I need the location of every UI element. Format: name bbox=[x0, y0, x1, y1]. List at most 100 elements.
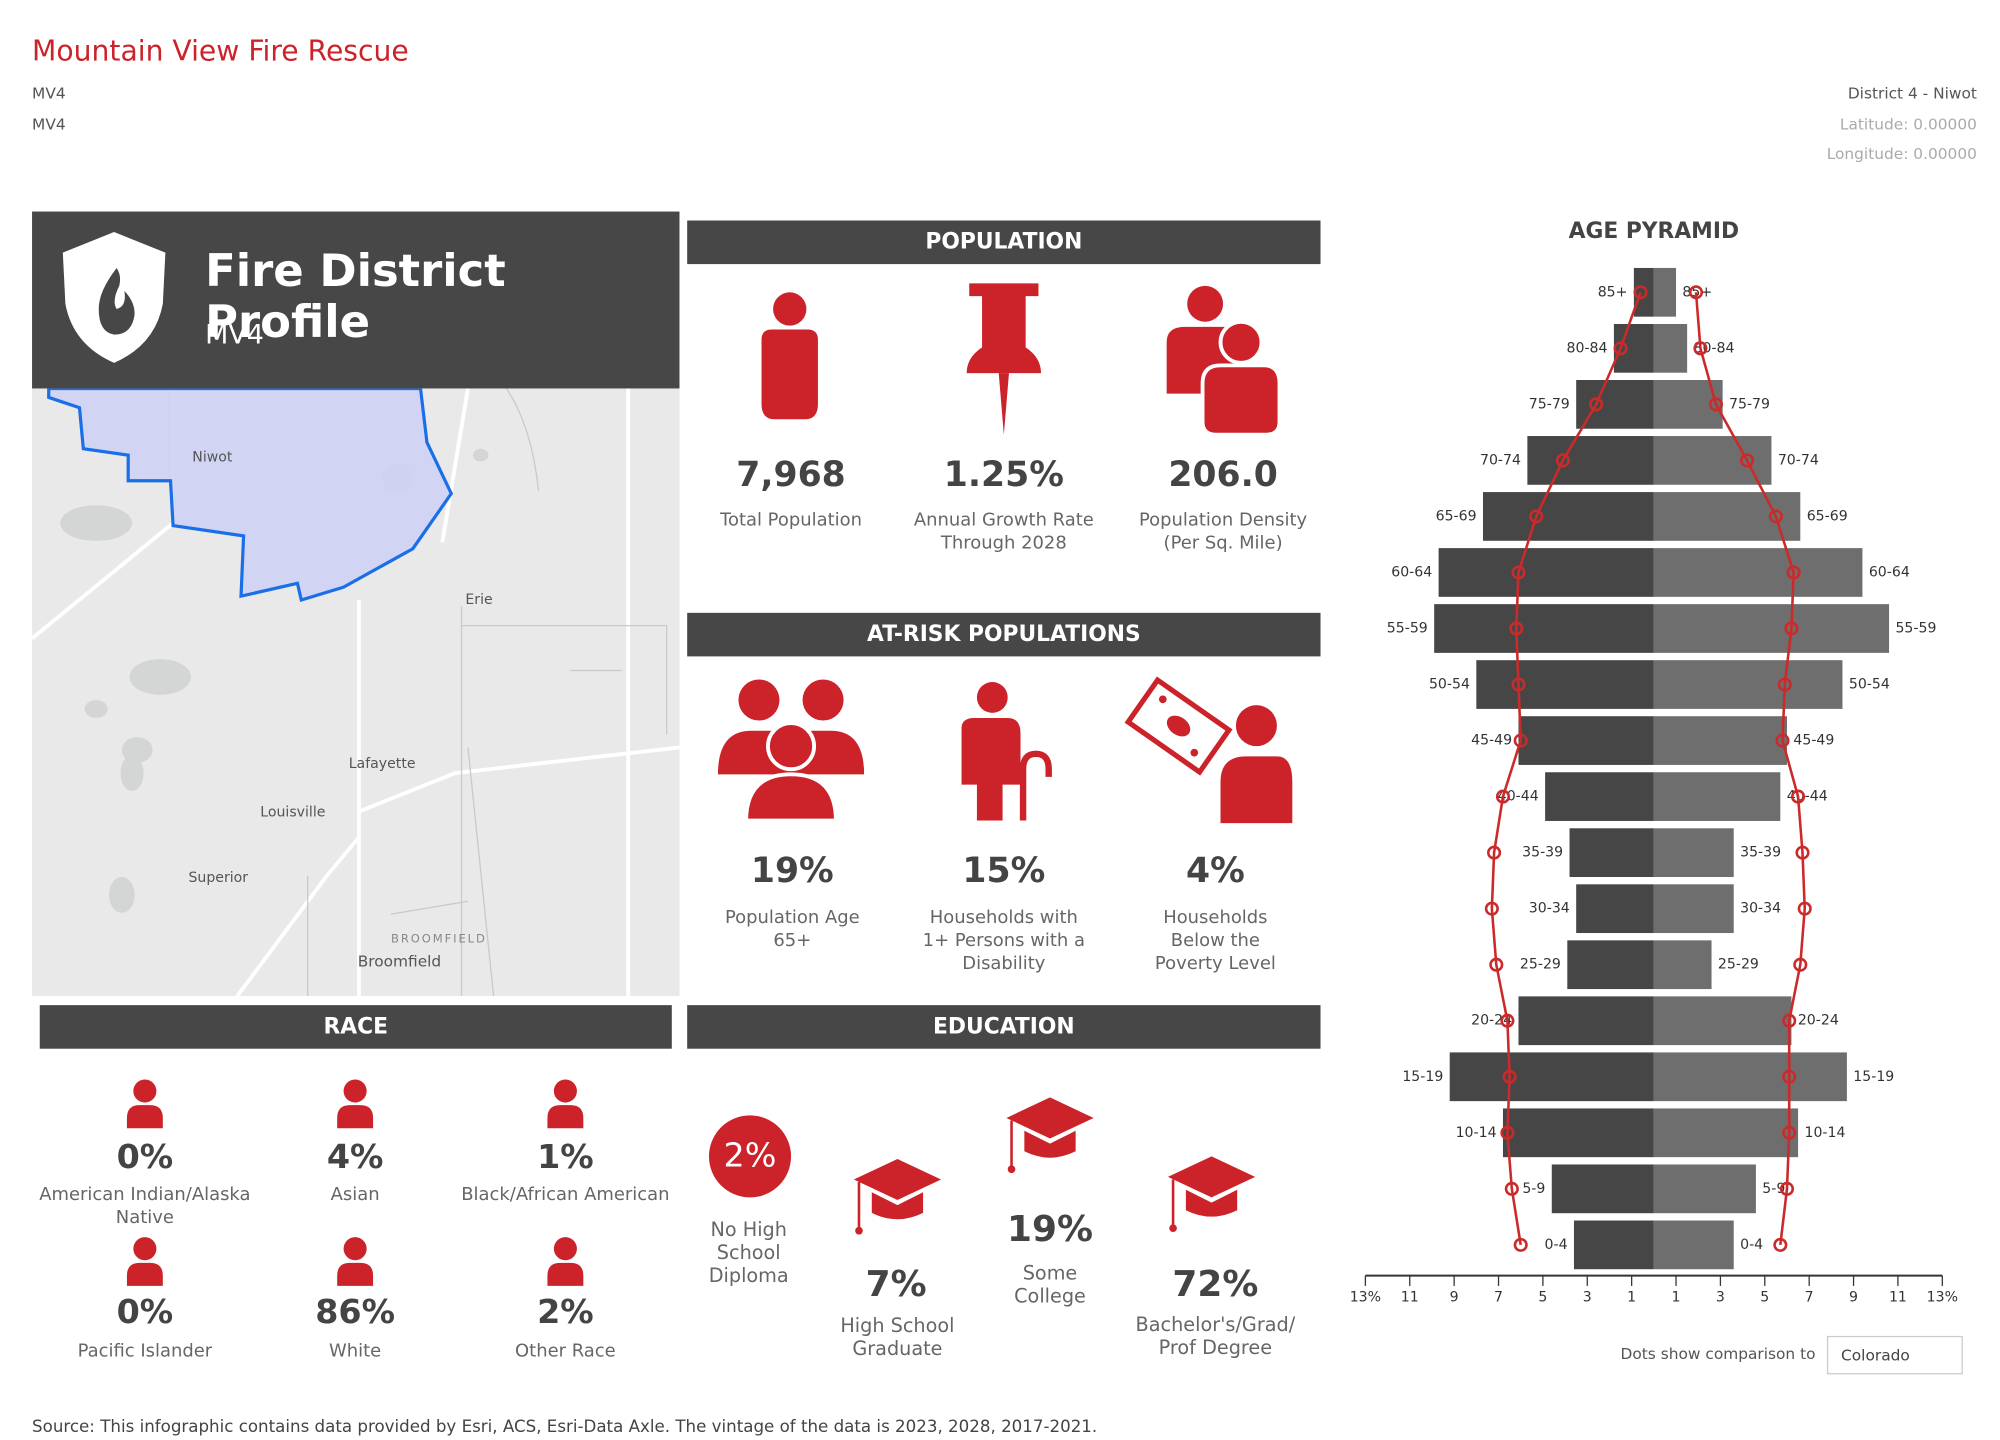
stat-value: 4% bbox=[326, 1138, 384, 1177]
stat-label: Other Race bbox=[515, 1341, 616, 1362]
bar bbox=[1653, 1052, 1847, 1102]
place-label: Broomfield bbox=[358, 953, 442, 971]
stat-label: Black/African American bbox=[461, 1184, 670, 1206]
shield-icon bbox=[62, 232, 166, 363]
category-label: 65-69 bbox=[1436, 508, 1477, 524]
comparison-dot bbox=[1555, 453, 1570, 468]
bar bbox=[1653, 604, 1890, 653]
stat-label: Asian bbox=[330, 1184, 380, 1206]
comparison-dot bbox=[1500, 1013, 1515, 1028]
section-header: AT-RISK POPULATIONS bbox=[687, 612, 1321, 657]
profile-subtitle: MV4 bbox=[205, 319, 264, 350]
stat-value: 72% bbox=[1172, 1262, 1259, 1306]
stat-label: Population Age 65+ bbox=[724, 907, 860, 952]
place-label: Erie bbox=[465, 592, 492, 608]
stat-value: 7,968 bbox=[736, 455, 846, 495]
stat-label: Bachelor's/Grad/ Prof Degree bbox=[1135, 1312, 1296, 1359]
comparison-dot bbox=[1768, 509, 1783, 524]
category-label: 85+ bbox=[1598, 284, 1628, 300]
x-tick-label: 9 bbox=[1450, 1289, 1459, 1305]
category-label: 75-79 bbox=[1729, 396, 1770, 412]
education-value-badge: 2% bbox=[708, 1115, 792, 1198]
comparison-dropdown[interactable]: Colorado bbox=[1826, 1335, 1963, 1375]
bar bbox=[1653, 1220, 1734, 1270]
comparison-dot bbox=[1782, 1013, 1797, 1028]
stat-label: Total Population bbox=[720, 510, 862, 531]
comparison-dot bbox=[1484, 901, 1499, 916]
category-label: 80-84 bbox=[1567, 340, 1608, 356]
stat-label: Pacific Islander bbox=[77, 1341, 213, 1362]
place-label: Superior bbox=[188, 870, 248, 886]
comparison-dot bbox=[1487, 845, 1502, 860]
x-tick-label: 13% bbox=[1350, 1289, 1381, 1305]
x-tick-label: 1 bbox=[1627, 1289, 1636, 1305]
category-label: 65-69 bbox=[1807, 508, 1848, 524]
section-header: RACE bbox=[39, 1005, 672, 1049]
stat-label: No High School Diploma bbox=[708, 1217, 789, 1288]
bar bbox=[1653, 996, 1792, 1046]
comparison-dot bbox=[1688, 285, 1704, 300]
footer: Source: This infographic contains data p… bbox=[32, 1417, 1098, 1438]
comparison-dot bbox=[1775, 733, 1790, 748]
bar bbox=[1518, 716, 1654, 765]
bar bbox=[1653, 660, 1843, 709]
category-label: 60-64 bbox=[1869, 564, 1910, 580]
education-icons bbox=[853, 1097, 1256, 1235]
stat-value: 19% bbox=[1007, 1207, 1093, 1250]
category-label: 45-49 bbox=[1471, 733, 1512, 749]
x-tick-label: 7 bbox=[1805, 1289, 1814, 1305]
place-label: Louisville bbox=[260, 805, 325, 821]
place-label: BROOMFIELD bbox=[391, 931, 487, 945]
x-tick-label: 3 bbox=[1716, 1289, 1725, 1305]
comparison-dot bbox=[1495, 789, 1511, 804]
category-label: 35-39 bbox=[1522, 845, 1563, 861]
category-label: 0-4 bbox=[1740, 1237, 1763, 1253]
stat-label: White bbox=[329, 1341, 382, 1362]
population-icons bbox=[761, 283, 1282, 437]
code: MV4 bbox=[32, 84, 66, 103]
category-label: 0-4 bbox=[1545, 1237, 1568, 1253]
category-label: 15-19 bbox=[1402, 1069, 1443, 1085]
category-label: 85+ bbox=[1682, 284, 1712, 300]
comparison-dot bbox=[1782, 1125, 1797, 1140]
comparison-dot bbox=[1693, 341, 1708, 356]
stat-label: Annual Growth Rate Through 2028 bbox=[913, 510, 1094, 554]
category-label: 10-14 bbox=[1456, 1125, 1497, 1141]
comparison-dot bbox=[1784, 621, 1799, 636]
category-label: 70-74 bbox=[1778, 452, 1819, 468]
stat-value: 0% bbox=[116, 1293, 174, 1333]
stat-value: 0% bbox=[116, 1138, 174, 1177]
comparison-dot bbox=[1613, 341, 1628, 356]
race-icons bbox=[126, 1079, 584, 1286]
comparison-dot bbox=[1793, 957, 1808, 972]
x-tick-label: 1 bbox=[1672, 1289, 1681, 1305]
category-label: 75-79 bbox=[1529, 396, 1570, 412]
comparison-dot bbox=[1589, 397, 1604, 412]
category-label: 10-14 bbox=[1804, 1125, 1845, 1141]
bar bbox=[1653, 548, 1863, 597]
comparison-dot bbox=[1633, 285, 1648, 300]
comparison-dot bbox=[1708, 397, 1724, 412]
stat-value: 7% bbox=[865, 1262, 927, 1306]
comparison-line bbox=[1490, 291, 1642, 1246]
bar bbox=[1434, 604, 1654, 653]
bar bbox=[1476, 660, 1654, 709]
report-title: Mountain View Fire Rescue bbox=[32, 35, 409, 68]
category-label: 55-59 bbox=[1895, 621, 1936, 637]
x-tick-label: 13% bbox=[1927, 1289, 1958, 1305]
x-tick-label: 5 bbox=[1760, 1289, 1769, 1305]
category-label: 70-74 bbox=[1480, 452, 1521, 468]
category-label: 55-59 bbox=[1387, 621, 1428, 637]
bar bbox=[1527, 436, 1654, 485]
bar bbox=[1653, 940, 1712, 990]
bar bbox=[1482, 492, 1654, 541]
stat-value: 1.25% bbox=[943, 455, 1064, 495]
comparison-dot bbox=[1513, 733, 1528, 748]
bar bbox=[1653, 772, 1781, 821]
comparison-dot bbox=[1739, 453, 1755, 468]
bar bbox=[1545, 772, 1654, 821]
chart-title: AGE PYRAMID bbox=[1569, 219, 1739, 244]
stat-value: 15% bbox=[962, 851, 1046, 892]
comparison-dot bbox=[1504, 1181, 1519, 1196]
